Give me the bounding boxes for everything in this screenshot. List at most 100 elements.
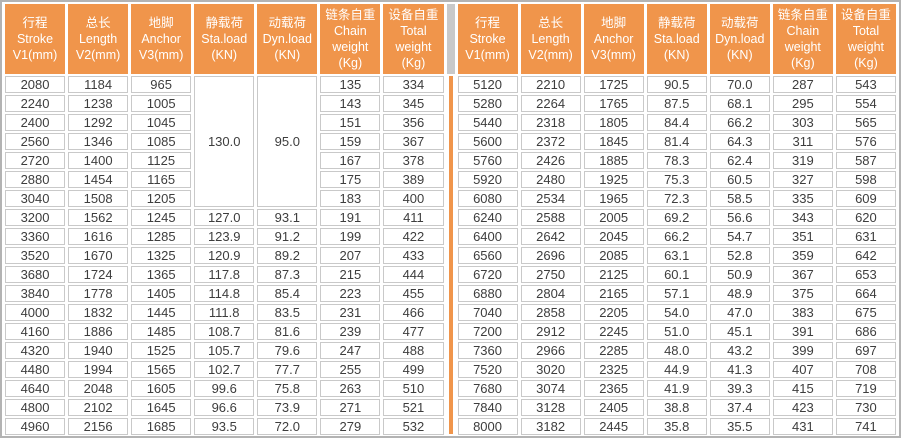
table-cell: 2912 xyxy=(520,323,581,340)
table-cell: 38.8 xyxy=(646,399,707,416)
table-row: 4800 2102 1645 96.6 73.9 271 521 xyxy=(5,399,444,416)
column-header-sta-load: 静载荷 Sta.load (KN) xyxy=(194,4,255,74)
column-header-line: Anchor xyxy=(593,32,634,46)
table-cell: 72.3 xyxy=(646,190,707,207)
table-cell: 2080 xyxy=(5,76,66,93)
table-cell: 1965 xyxy=(583,190,644,207)
table-cell: 1832 xyxy=(68,304,129,321)
column-header-chain-weight: 链条自重 Chain weight (Kg) xyxy=(772,4,833,74)
column-header-line: Dyn.load xyxy=(715,32,765,46)
column-header-line: (KN) xyxy=(726,48,753,62)
table-row: 6080 2534 1965 72.3 58.5 335 609 xyxy=(457,190,896,207)
table-cell: 356 xyxy=(383,114,444,131)
table-cell: 43.2 xyxy=(709,342,770,359)
column-header-anchor: 地脚 Anchor V3(mm) xyxy=(131,4,192,74)
table-cell: 81.4 xyxy=(646,133,707,150)
table-cell: 1085 xyxy=(131,133,192,150)
column-header-anchor: 地脚 Anchor V3(mm) xyxy=(583,4,644,74)
column-header-line: 行程 xyxy=(22,16,48,30)
table-cell: 52.8 xyxy=(709,247,770,264)
table-body: 5120 2210 1725 90.5 70.0 287 543 5280 2264 1765 87… xyxy=(457,76,896,435)
table-cell: 120.9 xyxy=(194,247,255,264)
table-row: 5600 2372 1845 81.4 64.3 311 576 xyxy=(457,133,896,150)
table-cell: 73.9 xyxy=(257,399,318,416)
table-cell: 5120 xyxy=(457,76,518,93)
table-cell: 2210 xyxy=(520,76,581,93)
table-cell: 114.8 xyxy=(194,285,255,302)
table-cell: 631 xyxy=(835,228,896,245)
table-cell: 375 xyxy=(772,285,833,302)
table-cell: 1940 xyxy=(68,342,129,359)
table-cell: 686 xyxy=(835,323,896,340)
table-cell: 2426 xyxy=(520,152,581,169)
table-cell: 7520 xyxy=(457,361,518,378)
table-cell: 1525 xyxy=(131,342,192,359)
table-cell: 130.0 xyxy=(194,76,255,207)
table-cell: 2560 xyxy=(5,133,66,150)
table-row: 5120 2210 1725 90.5 70.0 287 543 xyxy=(457,76,896,93)
table-row: 8000 3182 2445 35.8 35.5 431 741 xyxy=(457,418,896,435)
table-cell: 1405 xyxy=(131,285,192,302)
table-row: 6720 2750 2125 60.1 50.9 367 653 xyxy=(457,266,896,283)
table-row: 3040 1508 1205 183 400 xyxy=(5,190,444,207)
table-header: 行程 Stroke V1(mm) 总长 Length V2(mm) 地脚 Anchor V3(m… xyxy=(5,4,444,74)
table-cell: 1205 xyxy=(131,190,192,207)
table-body: 2080 1184 965 130.0 95.0 135 334 2240 1238 1005 14… xyxy=(5,76,444,435)
table-cell: 730 xyxy=(835,399,896,416)
table-cell: 4640 xyxy=(5,380,66,397)
table-cell: 48.9 xyxy=(709,285,770,302)
table-cell: 1285 xyxy=(131,228,192,245)
column-header-length: 总长 Length V2(mm) xyxy=(68,4,129,74)
table-cell: 1325 xyxy=(131,247,192,264)
column-header-line: V3(mm) xyxy=(591,48,636,62)
column-header-line: (Kg) xyxy=(401,56,426,70)
column-header-line: weight xyxy=(784,40,821,54)
table-cell: 69.2 xyxy=(646,209,707,226)
table-row: 4160 1886 1485 108.7 81.6 239 477 xyxy=(5,323,444,340)
table-cell: 135 xyxy=(320,76,381,93)
table-cell: 359 xyxy=(772,247,833,264)
table-cell: 543 xyxy=(835,76,896,93)
table-cell: 2696 xyxy=(520,247,581,264)
table-cell: 79.6 xyxy=(257,342,318,359)
table-cell: 199 xyxy=(320,228,381,245)
table-cell: 3182 xyxy=(520,418,581,435)
table-cell: 183 xyxy=(320,190,381,207)
table-cell: 1485 xyxy=(131,323,192,340)
table-row: 7520 3020 2325 44.9 41.3 407 708 xyxy=(457,361,896,378)
table-row: 6880 2804 2165 57.1 48.9 375 664 xyxy=(457,285,896,302)
table-cell: 2245 xyxy=(583,323,644,340)
table-cell: 45.1 xyxy=(709,323,770,340)
table-cell: 335 xyxy=(772,190,833,207)
table-row: 2720 1400 1125 167 378 xyxy=(5,152,444,169)
table-cell: 3200 xyxy=(5,209,66,226)
table-row: 2080 1184 965 130.0 95.0 135 334 xyxy=(5,76,444,207)
table-cell: 62.4 xyxy=(709,152,770,169)
table-cell: 143 xyxy=(320,95,381,112)
table-row: 5440 2318 1805 84.4 66.2 303 565 xyxy=(457,114,896,131)
table-cell: 1454 xyxy=(68,171,129,188)
table-cell: 3020 xyxy=(520,361,581,378)
table-cell: 5280 xyxy=(457,95,518,112)
table-row: 6560 2696 2085 63.1 52.8 359 642 xyxy=(457,247,896,264)
table-cell: 239 xyxy=(320,323,381,340)
table-cell: 6880 xyxy=(457,285,518,302)
divider-orange-bar xyxy=(448,76,453,434)
column-header-total-weight: 设备自重 Total weight (Kg) xyxy=(383,4,444,74)
table-cell: 175 xyxy=(320,171,381,188)
table-cell: 1845 xyxy=(583,133,644,150)
table-row: 6240 2588 2005 69.2 56.6 343 620 xyxy=(457,209,896,226)
column-header-line: V3(mm) xyxy=(138,48,184,62)
table-row: 4960 2156 1685 93.5 72.0 279 532 xyxy=(5,418,444,435)
table-cell: 2048 xyxy=(68,380,129,397)
table-cell: 287 xyxy=(772,76,833,93)
table-cell: 327 xyxy=(772,171,833,188)
table-cell: 367 xyxy=(772,266,833,283)
table-cell: 2264 xyxy=(520,95,581,112)
table-cell: 565 xyxy=(835,114,896,131)
table-cell: 207 xyxy=(320,247,381,264)
table-cell: 1508 xyxy=(68,190,129,207)
table-cell: 1605 xyxy=(131,380,192,397)
table-row: 4000 1832 1445 111.8 83.5 231 466 xyxy=(5,304,444,321)
column-header-line: Total xyxy=(400,24,427,38)
